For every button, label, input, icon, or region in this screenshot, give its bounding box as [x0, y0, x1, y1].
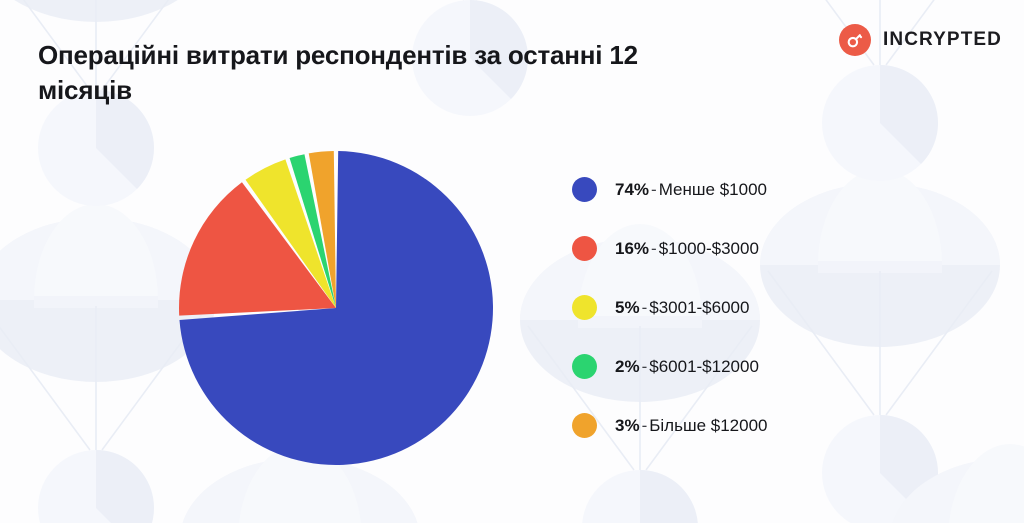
legend-description: $1000-$3000 — [658, 238, 759, 258]
legend-swatch — [572, 413, 597, 438]
legend-item[interactable]: 2% - $6001-$12000 — [572, 337, 768, 396]
legend-description: $6001-$12000 — [649, 356, 759, 376]
legend-swatch — [572, 354, 597, 379]
legend-item[interactable]: 5% - $3001-$6000 — [572, 278, 768, 337]
legend-percent: 5% — [615, 297, 640, 317]
brand-logo: INCRYPTED — [839, 24, 1002, 56]
legend-label: 16% - $1000-$3000 — [615, 239, 759, 259]
legend-label: 3% - Більше $12000 — [615, 416, 768, 436]
key-icon — [839, 24, 872, 56]
legend-percent: 2% — [615, 356, 640, 376]
legend-label: 2% - $6001-$12000 — [615, 357, 759, 377]
legend-percent: 16% — [615, 238, 650, 258]
chart-legend: 74% - Менше $1000 16% - $1000-$3000 5% - $3001… — [572, 160, 768, 455]
legend-description: $3001-$6000 — [649, 297, 750, 317]
legend-swatch — [572, 295, 597, 320]
legend-separator: - — [651, 179, 657, 199]
legend-description: Більше $12000 — [649, 415, 768, 435]
logo-wordmark: INCRYPTED — [883, 29, 1002, 50]
legend-item[interactable]: 3% - Більше $12000 — [572, 396, 768, 455]
legend-separator: - — [641, 297, 648, 317]
pie-chart — [171, 143, 501, 473]
legend-description: Менше $1000 — [658, 179, 767, 199]
legend-item[interactable]: 16% - $1000-$3000 — [572, 219, 768, 278]
legend-separator: - — [641, 415, 648, 435]
page-title: Операційні витрати респондентів за остан… — [38, 40, 638, 105]
legend-separator: - — [651, 238, 657, 258]
legend-separator: - — [641, 356, 648, 376]
legend-label: 74% - Менше $1000 — [615, 180, 767, 200]
legend-percent: 74% — [615, 179, 650, 199]
legend-label: 5% - $3001-$6000 — [615, 298, 749, 318]
legend-swatch — [572, 236, 597, 261]
legend-percent: 3% — [615, 415, 640, 435]
legend-swatch — [572, 177, 597, 202]
legend-item[interactable]: 74% - Менше $1000 — [572, 160, 768, 219]
